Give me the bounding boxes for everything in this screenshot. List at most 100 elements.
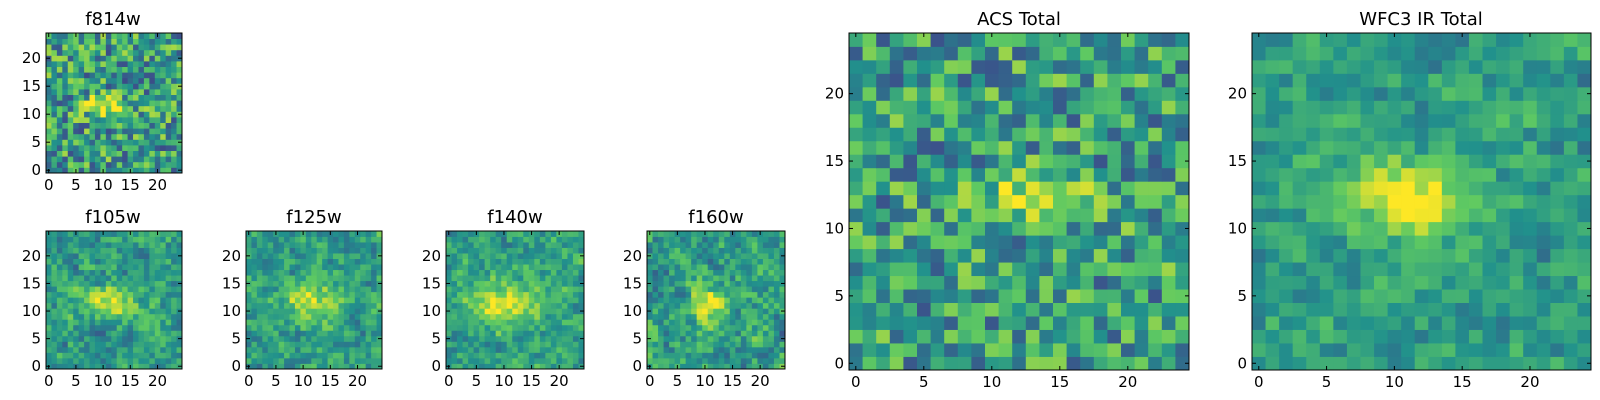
heatmap-cell bbox=[1536, 343, 1551, 357]
heatmap-cell bbox=[572, 258, 579, 265]
heatmap-cell bbox=[1387, 221, 1402, 236]
heatmap-cell bbox=[534, 280, 541, 287]
heatmap-cell bbox=[691, 352, 698, 359]
heatmap-cell bbox=[889, 73, 904, 88]
heatmap-cell bbox=[256, 280, 263, 287]
x-tick-label: 15 bbox=[522, 372, 541, 390]
heatmap-cell bbox=[985, 167, 999, 182]
heatmap-cell bbox=[138, 253, 145, 259]
heatmap-cell bbox=[512, 242, 519, 248]
heatmap-cell bbox=[56, 297, 63, 304]
heatmap-cell bbox=[116, 231, 123, 237]
heatmap-cell bbox=[138, 335, 145, 342]
heatmap-cell bbox=[773, 308, 780, 315]
heatmap-cell bbox=[1080, 221, 1095, 236]
heatmap-cell bbox=[652, 242, 659, 248]
heatmap-cell bbox=[294, 352, 301, 359]
heatmap-cell bbox=[669, 236, 675, 243]
heatmap-cell bbox=[94, 49, 101, 56]
heatmap-cell bbox=[746, 253, 753, 259]
heatmap-cell bbox=[149, 100, 156, 107]
heatmap-cell bbox=[484, 275, 491, 282]
heatmap-cell bbox=[305, 297, 312, 304]
heatmap-cell bbox=[1012, 127, 1027, 142]
heatmap-cell bbox=[539, 341, 546, 348]
heatmap-cell bbox=[457, 352, 463, 359]
heatmap-cell bbox=[149, 242, 156, 248]
heatmap-cell bbox=[84, 313, 90, 320]
heatmap-cell bbox=[322, 236, 328, 243]
heatmap-cell bbox=[862, 356, 877, 371]
heatmap-cell bbox=[517, 231, 524, 237]
heatmap-cell bbox=[1563, 140, 1578, 155]
heatmap-cell bbox=[473, 308, 480, 315]
heatmap-cell bbox=[862, 329, 877, 344]
heatmap-cell bbox=[1025, 127, 1040, 142]
heatmap-cell bbox=[327, 280, 334, 287]
heatmap-cell bbox=[78, 33, 85, 39]
heatmap-cell bbox=[1107, 73, 1122, 88]
heatmap-cell bbox=[116, 264, 123, 271]
heatmap-cell bbox=[501, 319, 508, 326]
heatmap-cell bbox=[506, 319, 513, 326]
heatmap-cell bbox=[1577, 208, 1592, 223]
heatmap-cell bbox=[289, 253, 296, 259]
heatmap-cell bbox=[862, 248, 877, 263]
heatmap-cell bbox=[669, 363, 675, 370]
heatmap-cell bbox=[751, 280, 758, 287]
panel-title: f160w bbox=[688, 207, 743, 228]
heatmap-cell bbox=[1175, 140, 1190, 155]
heatmap-cell bbox=[534, 313, 541, 320]
heatmap-cell bbox=[111, 117, 118, 123]
heatmap-cell bbox=[1121, 154, 1135, 169]
heatmap-cell bbox=[138, 302, 145, 309]
heatmap-cell bbox=[138, 258, 145, 265]
heatmap-cell bbox=[1012, 33, 1027, 47]
heatmap-cell bbox=[517, 308, 524, 315]
heatmap-cell bbox=[284, 324, 290, 331]
heatmap-cell bbox=[1387, 356, 1402, 371]
heatmap-cell bbox=[501, 291, 508, 298]
heatmap-cell bbox=[154, 145, 161, 151]
heatmap-cell bbox=[349, 313, 356, 320]
heatmap-cell bbox=[501, 308, 508, 315]
heatmap-cell bbox=[1306, 356, 1321, 371]
heatmap-cell bbox=[105, 94, 112, 101]
heatmap-cell bbox=[127, 341, 134, 348]
heatmap-cell bbox=[669, 308, 675, 315]
heatmap-cell bbox=[1333, 154, 1348, 169]
heatmap-cell bbox=[1414, 208, 1429, 223]
heatmap-cell bbox=[451, 258, 458, 265]
heatmap-cell bbox=[1387, 208, 1402, 223]
heatmap-cell bbox=[473, 346, 480, 353]
heatmap-cell bbox=[84, 94, 90, 101]
heatmap-cell bbox=[251, 335, 258, 342]
heatmap-cell bbox=[333, 247, 339, 254]
heatmap-cell bbox=[680, 335, 687, 342]
heatmap-cell bbox=[971, 46, 986, 61]
heatmap-cell bbox=[663, 264, 670, 271]
heatmap-cell bbox=[122, 89, 128, 95]
heatmap-cell bbox=[1428, 356, 1443, 371]
heatmap-cell bbox=[1279, 316, 1294, 330]
heatmap-cell bbox=[985, 140, 999, 155]
heatmap-cell bbox=[862, 154, 877, 169]
heatmap-cell bbox=[1025, 194, 1040, 209]
heatmap-cell bbox=[338, 357, 345, 364]
heatmap-cell bbox=[354, 253, 361, 259]
heatmap-cell bbox=[116, 83, 123, 90]
heatmap-cell bbox=[550, 286, 557, 293]
heatmap-cell bbox=[278, 247, 285, 254]
heatmap-cell bbox=[713, 286, 720, 293]
heatmap-cell bbox=[105, 105, 112, 112]
heatmap-cell bbox=[501, 253, 508, 259]
heatmap-cell bbox=[1346, 86, 1361, 101]
y-tick-label: 15 bbox=[222, 274, 241, 292]
heatmap-cell bbox=[473, 352, 480, 359]
heatmap-cell bbox=[1550, 356, 1565, 371]
heatmap-cell bbox=[1025, 221, 1040, 236]
heatmap-cell bbox=[1025, 343, 1040, 357]
heatmap-cell bbox=[143, 100, 150, 107]
heatmap-cell bbox=[73, 100, 80, 107]
